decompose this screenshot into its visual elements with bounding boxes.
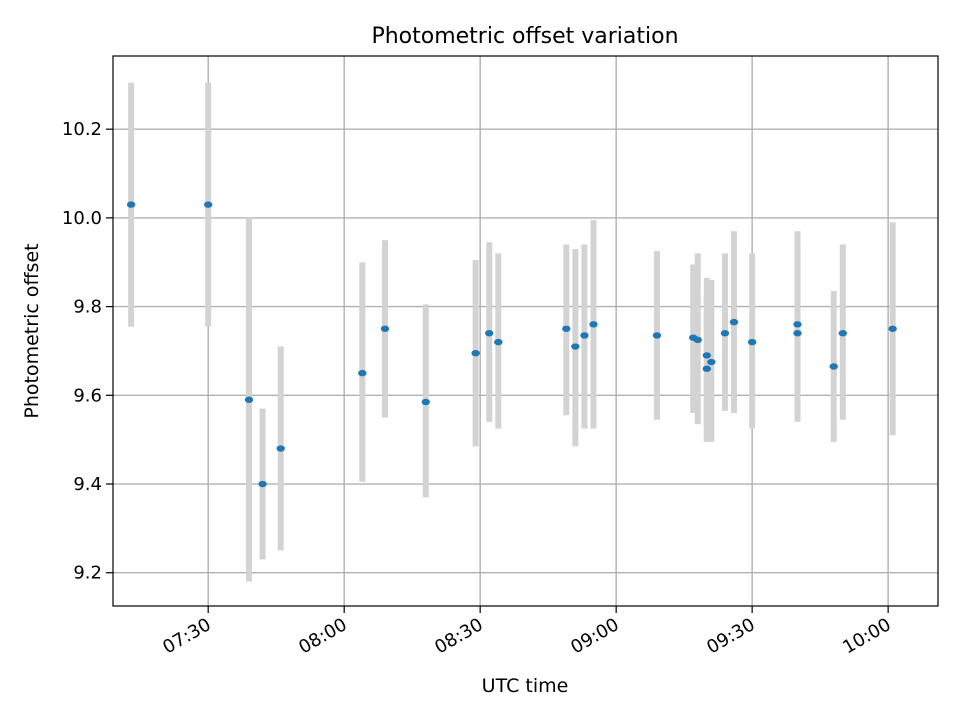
data-point (494, 338, 503, 346)
y-axis-ticks: 9.2 9.4 9.6 9.8 10.0 10.2 (62, 119, 113, 584)
x-tick-label: 08:00 (295, 614, 350, 658)
y-tick-label: 9.4 (73, 474, 102, 495)
x-tick-label: 09:30 (703, 614, 758, 658)
plot-frame (112, 55, 939, 607)
data-point (589, 321, 598, 328)
data-point (888, 325, 897, 332)
data-point (707, 358, 716, 366)
data-point (793, 321, 802, 328)
data-point (380, 325, 390, 332)
x-tick-label: 08:30 (431, 614, 486, 658)
x-tick-label: 10:00 (839, 614, 894, 658)
data-point (652, 332, 662, 339)
data-point (276, 445, 285, 452)
data-point (702, 352, 712, 359)
y-tick-label: 9.8 (73, 297, 102, 318)
y-tick-label: 10.2 (62, 119, 102, 140)
y-tick-label: 9.2 (73, 563, 102, 584)
x-axis-ticks: 07:30 08:00 08:30 09:00 09:30 10:00 (159, 606, 895, 658)
error-bars (128, 82, 896, 582)
data-point (244, 396, 254, 403)
data-point (485, 330, 494, 337)
data-point (702, 365, 712, 372)
data-points (126, 201, 897, 488)
data-point (580, 332, 589, 339)
grid (113, 56, 938, 606)
data-point (358, 369, 367, 377)
y-axis-label: Photometric offset (21, 243, 43, 418)
data-point (421, 398, 430, 406)
data-point (126, 201, 136, 208)
data-point (258, 480, 267, 488)
data-point (203, 201, 213, 208)
data-point (793, 330, 802, 337)
y-tick-label: 9.6 (73, 385, 102, 406)
data-point (720, 330, 730, 337)
data-point (693, 336, 702, 344)
x-tick-label: 07:30 (159, 614, 214, 658)
data-point (562, 325, 571, 332)
data-point (829, 363, 838, 370)
y-tick-label: 10.0 (62, 208, 102, 229)
data-point (729, 318, 739, 326)
x-tick-label: 09:00 (567, 614, 622, 658)
data-point (747, 338, 757, 346)
x-axis-label: UTC time (482, 675, 569, 697)
data-point (571, 343, 580, 350)
data-point (471, 349, 480, 357)
chart-title: Photometric offset variation (371, 24, 678, 49)
data-point (838, 330, 848, 337)
